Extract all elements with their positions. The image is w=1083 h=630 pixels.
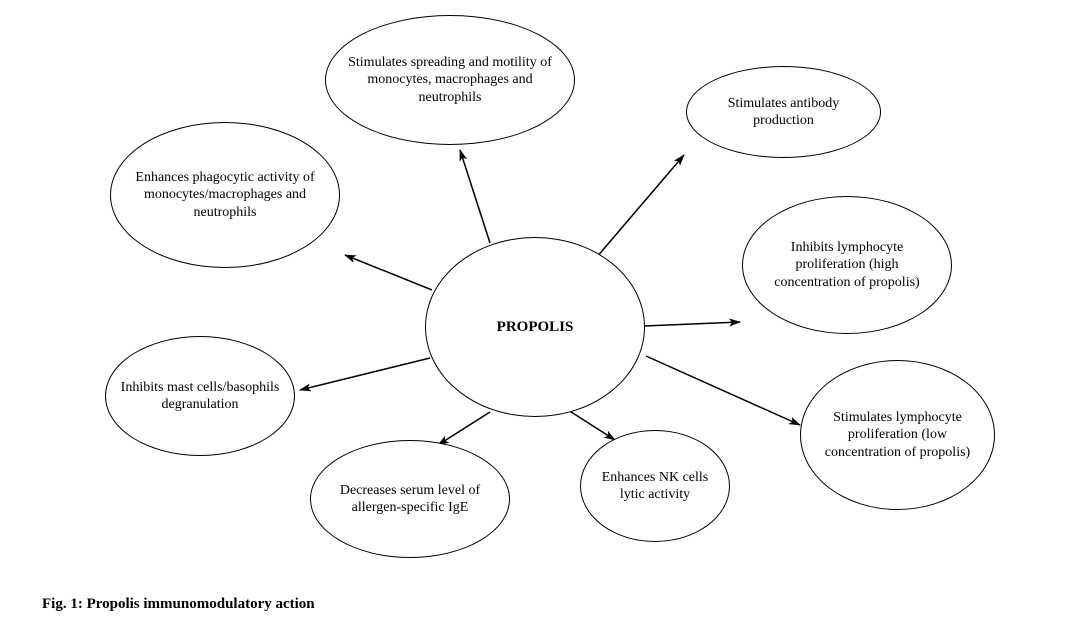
- node-label: Inhibits lymphocyte proliferation (high …: [757, 239, 937, 292]
- node-inhibit-lymphocyte: Inhibits lymphocyte proliferation (high …: [742, 196, 952, 334]
- node-stimulate-lymphocyte: Stimulates lymphocyte proliferation (low…: [800, 360, 995, 510]
- node-spreading: Stimulates spreading and motility of mon…: [325, 15, 575, 145]
- node-nk-cells: Enhances NK cells lytic activity: [580, 430, 730, 542]
- diagram-canvas: PROPOLIS Stimulates spreading and motili…: [0, 0, 1083, 630]
- center-node-label: PROPOLIS: [497, 318, 574, 337]
- node-label: Inhibits mast cells/basophils degranulat…: [120, 379, 280, 414]
- node-label: Enhances NK cells lytic activity: [595, 469, 715, 504]
- figure-caption: Fig. 1: Propolis immunomodulatory action: [42, 596, 315, 613]
- node-phagocytic: Enhances phagocytic activity of monocyte…: [110, 122, 340, 268]
- node-ige: Decreases serum level of allergen-specif…: [310, 440, 510, 558]
- node-label: Stimulates antibody production: [701, 95, 866, 130]
- center-node-propolis: PROPOLIS: [425, 237, 645, 417]
- node-label: Stimulates spreading and motility of mon…: [340, 54, 560, 107]
- node-mast-cells: Inhibits mast cells/basophils degranulat…: [105, 336, 295, 456]
- node-label: Stimulates lymphocyte proliferation (low…: [815, 409, 980, 462]
- node-label: Decreases serum level of allergen-specif…: [325, 482, 495, 517]
- node-antibody: Stimulates antibody production: [686, 66, 881, 158]
- caption-text: Fig. 1: Propolis immunomodulatory action: [42, 596, 315, 612]
- node-label: Enhances phagocytic activity of monocyte…: [125, 169, 325, 222]
